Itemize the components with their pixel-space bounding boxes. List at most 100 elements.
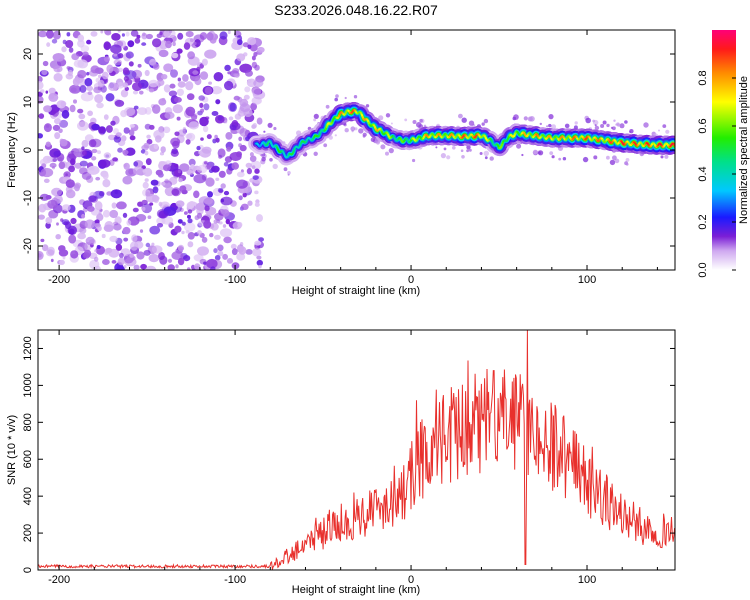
- noise-blob: [246, 167, 252, 175]
- noise-blob: [218, 170, 226, 178]
- noise-blob: [96, 102, 104, 109]
- noise-blob: [77, 70, 87, 79]
- noise-blob: [163, 164, 171, 172]
- noise-blob: [86, 39, 92, 45]
- noise-blob: [46, 249, 55, 257]
- noise-blob: [131, 234, 138, 242]
- noise-blob: [253, 51, 258, 57]
- noise-blob: [53, 150, 61, 157]
- colorbar-tick-label: 0.8: [697, 70, 709, 85]
- noise-blob: [158, 210, 169, 219]
- ridge-halo-speck: [267, 122, 273, 128]
- noise-blob: [252, 175, 259, 181]
- noise-blob: [208, 81, 213, 85]
- noise-blob: [38, 80, 44, 90]
- ridge-halo-speck: [643, 122, 649, 128]
- ridge-halo-speck: [483, 118, 489, 124]
- noise-blob: [256, 117, 263, 125]
- noise-blob: [215, 177, 220, 181]
- noise-blob: [94, 249, 97, 253]
- noise-blob: [245, 249, 253, 255]
- noise-blob: [181, 230, 185, 235]
- ridge-halo-speck: [443, 147, 447, 151]
- noise-blob: [189, 38, 194, 43]
- ridge-halo-speck: [458, 113, 463, 119]
- noise-blob: [111, 202, 117, 209]
- snr-y-tick-label: 1000: [22, 373, 34, 397]
- noise-blob: [52, 30, 62, 40]
- noise-blob: [244, 86, 251, 93]
- ridge-halo-speck: [423, 124, 427, 128]
- noise-blob: [177, 77, 181, 82]
- noise-blob: [177, 257, 185, 266]
- noise-blob: [213, 72, 224, 82]
- noise-blob: [110, 189, 123, 199]
- noise-blob: [200, 137, 204, 141]
- noise-blob: [211, 111, 219, 116]
- noise-blob: [81, 139, 89, 148]
- noise-blob: [115, 243, 123, 251]
- noise-blob: [230, 243, 237, 250]
- noise-blob: [254, 202, 260, 207]
- noise-blob: [60, 100, 67, 107]
- noise-blob: [152, 104, 161, 114]
- snr-panel: -200 -100 0 100 0 200 400 600 800 1000 1200 Heigh…: [6, 329, 676, 596]
- noise-blob: [181, 221, 186, 226]
- noise-blob: [132, 166, 144, 175]
- ridge-halo-speck: [272, 163, 278, 170]
- noise-blob: [187, 232, 195, 240]
- noise-blob: [68, 47, 74, 53]
- noise-blob: [167, 264, 175, 270]
- noise-blob: [153, 129, 165, 140]
- noise-blob: [90, 31, 98, 37]
- noise-blob: [226, 167, 233, 175]
- noise-blob: [140, 149, 146, 154]
- ridge-halo-speck: [549, 151, 554, 156]
- ridge-halo-speck: [461, 117, 467, 123]
- noise-blob: [187, 51, 196, 60]
- noise-blob: [106, 64, 114, 74]
- noise-blob: [69, 104, 76, 113]
- noise-blob: [132, 207, 139, 213]
- noise-blob: [38, 133, 43, 139]
- ridge-halo-speck: [602, 120, 607, 125]
- noise-blob: [79, 227, 87, 234]
- noise-blob: [98, 211, 102, 215]
- noise-blob: [123, 76, 129, 82]
- noise-blob: [65, 173, 68, 177]
- noise-blob: [116, 265, 125, 270]
- colorbar-tick-label: 0.2: [697, 214, 709, 229]
- ridge-halo-speck: [385, 113, 391, 118]
- noise-blob: [149, 124, 155, 130]
- noise-blob: [102, 172, 109, 180]
- noise-blob: [54, 118, 61, 125]
- noise-blob: [55, 234, 61, 240]
- ridge-halo-speck: [594, 124, 597, 127]
- noise-blob: [86, 71, 90, 76]
- noise-blob: [68, 165, 75, 173]
- noise-blob: [149, 225, 161, 235]
- noise-blob: [122, 212, 128, 218]
- ridge-halo-speck: [283, 167, 288, 172]
- noise-blob: [247, 37, 257, 46]
- noise-blob: [91, 123, 100, 131]
- ridge-halo-speck: [664, 154, 669, 159]
- noise-blob: [100, 30, 104, 34]
- snr-y-tick-label: 800: [22, 413, 34, 431]
- noise-blob: [196, 164, 208, 174]
- noise-blob: [187, 241, 194, 248]
- noise-blob: [238, 136, 243, 142]
- noise-blob: [140, 263, 148, 270]
- ridge-halo-speck: [335, 94, 339, 98]
- ridge-halo-speck: [558, 157, 562, 161]
- noise-blob: [182, 74, 189, 82]
- noise-blob: [98, 74, 102, 79]
- noise-blob: [77, 108, 84, 114]
- ridge-halo-speck: [468, 148, 472, 152]
- noise-blob: [197, 230, 202, 236]
- snr-x-tick-label: 0: [408, 574, 414, 586]
- noise-blob: [152, 63, 160, 70]
- noise-blob: [47, 199, 58, 209]
- noise-blob: [159, 31, 163, 36]
